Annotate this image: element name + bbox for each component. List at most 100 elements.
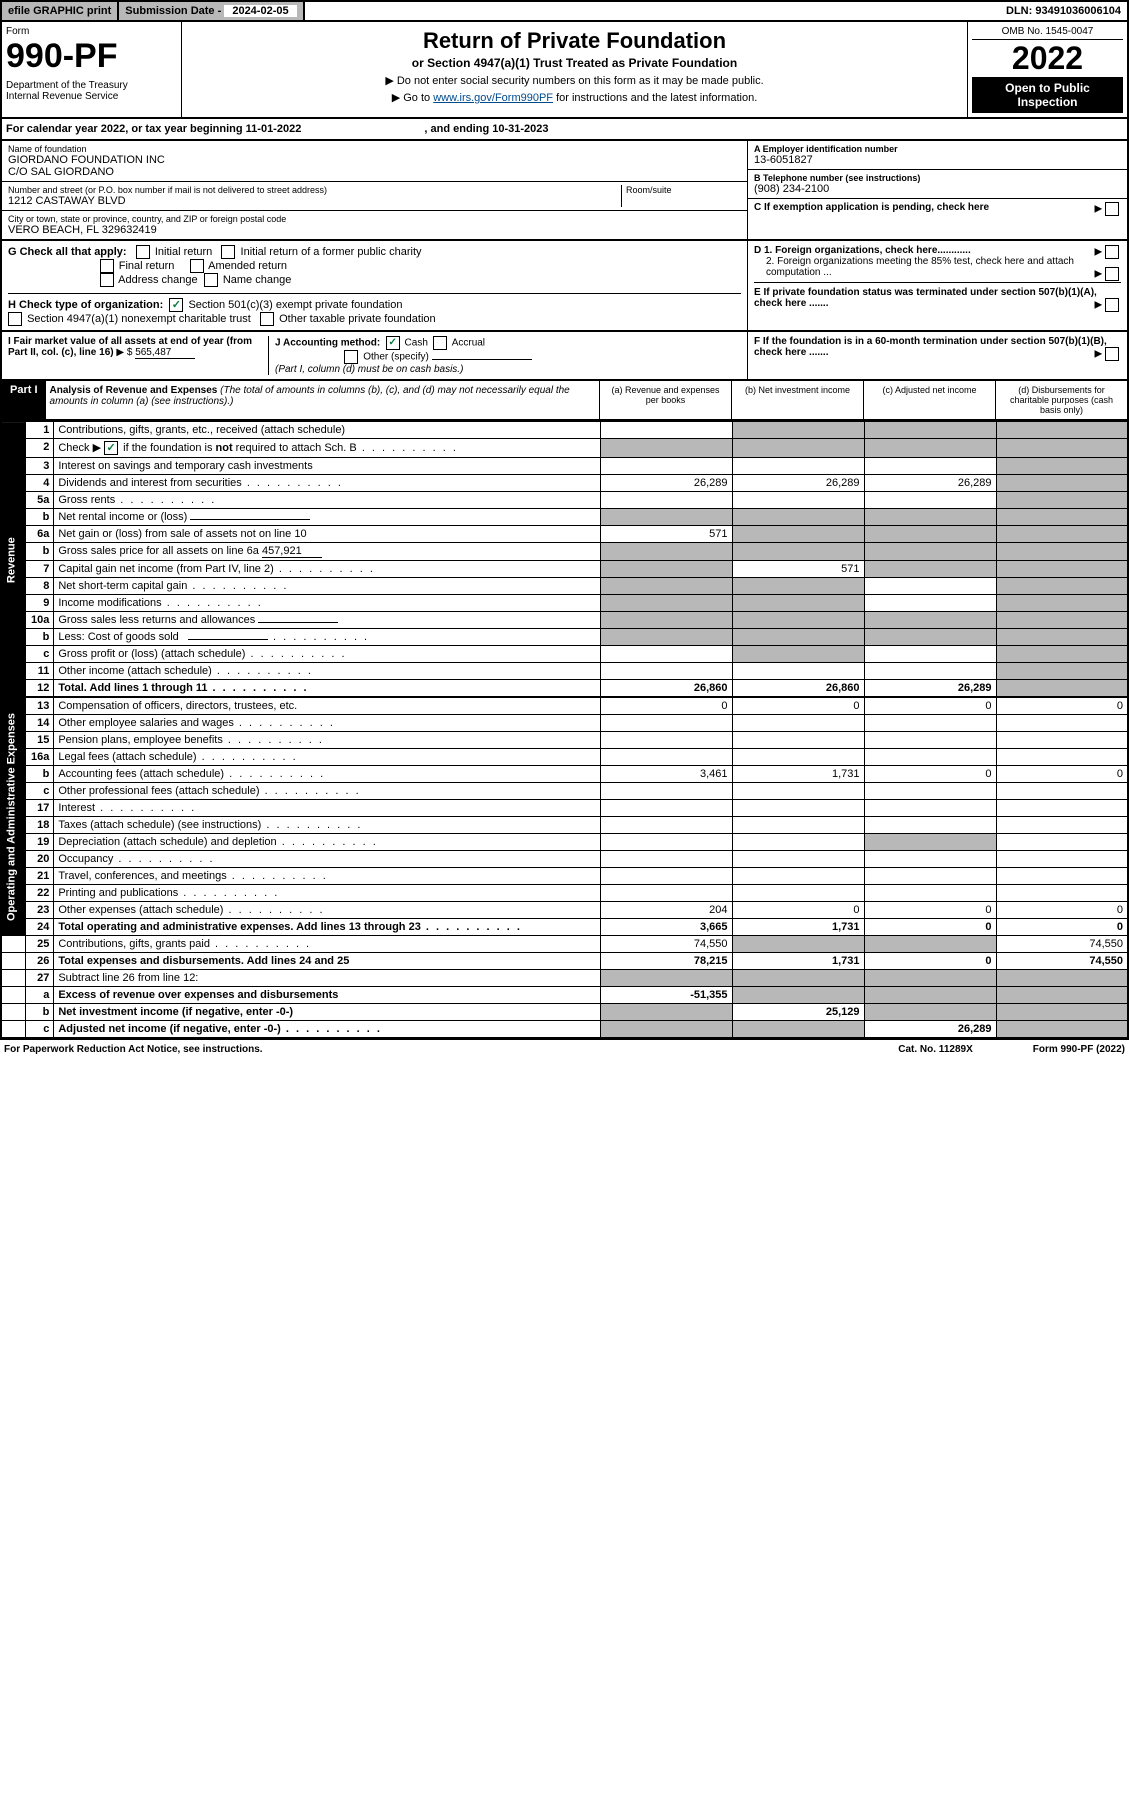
line-desc: Pension plans, employee benefits xyxy=(54,732,600,749)
amended-return-checkbox[interactable] xyxy=(190,259,204,273)
cell-val: 204 xyxy=(600,902,732,919)
addr-change-checkbox[interactable] xyxy=(100,273,114,287)
f-checkbox[interactable] xyxy=(1105,347,1119,361)
schb-checkbox[interactable] xyxy=(104,441,118,455)
open-to-public: Open to Public Inspection xyxy=(972,77,1123,113)
d2-checkbox[interactable] xyxy=(1105,267,1119,281)
table-row: 23Other expenses (attach schedule)204000 xyxy=(1,902,1128,919)
i-j-f-row: I Fair market value of all assets at end… xyxy=(0,332,1129,381)
part1-title: Analysis of Revenue and Expenses xyxy=(50,385,218,396)
line-num: b xyxy=(26,766,54,783)
tel-label: B Telephone number (see instructions) xyxy=(754,173,1121,183)
line-desc: Check ▶ if the foundation is not require… xyxy=(54,439,600,458)
cell-val: 0 xyxy=(600,698,732,715)
cell-val: 0 xyxy=(864,953,996,970)
i-value: 565,487 xyxy=(135,347,195,359)
main-table: Revenue 1Contributions, gifts, grants, e… xyxy=(0,421,1129,1039)
501c3-checkbox[interactable] xyxy=(169,298,183,312)
foundation-info: Name of foundation GIORDANO FOUNDATION I… xyxy=(0,141,1129,241)
line-desc: Less: Cost of goods sold xyxy=(54,629,600,646)
line-desc: Subtract line 26 from line 12: xyxy=(54,970,600,987)
line-desc: Total expenses and disbursements. Add li… xyxy=(54,953,600,970)
irs-link[interactable]: www.irs.gov/Form990PF xyxy=(433,92,553,104)
line-num: 22 xyxy=(26,885,54,902)
line-desc: Capital gain net income (from Part IV, l… xyxy=(54,561,600,578)
line-num: 15 xyxy=(26,732,54,749)
initial-former-checkbox[interactable] xyxy=(221,245,235,259)
sub-date-text: Submission Date xyxy=(125,5,214,17)
f-label: F If the foundation is in a 60-month ter… xyxy=(754,336,1107,358)
table-row: 9Income modifications xyxy=(1,595,1128,612)
line-num: 9 xyxy=(26,595,54,612)
i-block: I Fair market value of all assets at end… xyxy=(8,336,268,375)
line-num: 18 xyxy=(26,817,54,834)
name-cell: Name of foundation GIORDANO FOUNDATION I… xyxy=(2,141,747,182)
line-desc: Excess of revenue over expenses and disb… xyxy=(54,987,600,1004)
table-row: 8Net short-term capital gain xyxy=(1,578,1128,595)
foundation-name: GIORDANO FOUNDATION INC C/O SAL GIORDANO xyxy=(8,154,741,178)
table-row: 11Other income (attach schedule) xyxy=(1,663,1128,680)
10b-text: Less: Cost of goods sold xyxy=(58,631,178,643)
efile-print-button[interactable]: efile GRAPHIC print xyxy=(2,2,119,20)
cell-val: -51,355 xyxy=(600,987,732,1004)
other-method-checkbox[interactable] xyxy=(344,350,358,364)
line-num: 14 xyxy=(26,715,54,732)
table-row: 26Total expenses and disbursements. Add … xyxy=(1,953,1128,970)
line-desc: Gross rents xyxy=(54,492,600,509)
form-title: Return of Private Foundation xyxy=(188,28,961,54)
omb-number: OMB No. 1545-0047 xyxy=(972,26,1123,40)
instruction-1: ▶ Do not enter social security numbers o… xyxy=(188,74,961,87)
g-addr-change: Address change xyxy=(118,274,198,286)
line-desc: Occupancy xyxy=(54,851,600,868)
form-header: Form 990-PF Department of the Treasury I… xyxy=(0,22,1129,119)
cell-val: 25,129 xyxy=(732,1004,864,1021)
cell-val: 571 xyxy=(600,526,732,543)
cell-val: 0 xyxy=(996,919,1128,936)
line-desc: Income modifications xyxy=(54,595,600,612)
cell-val: 26,289 xyxy=(864,1021,996,1039)
d1-checkbox[interactable] xyxy=(1105,245,1119,259)
6b-value: 457,921 xyxy=(262,545,322,558)
h-501c3: Section 501(c)(3) exempt private foundat… xyxy=(188,299,402,311)
table-row: 25Contributions, gifts, grants paid74,55… xyxy=(1,936,1128,953)
initial-return-checkbox[interactable] xyxy=(136,245,150,259)
other-taxable-checkbox[interactable] xyxy=(260,312,274,326)
cy-mid: , and ending xyxy=(424,123,492,135)
line-desc: Accounting fees (attach schedule) xyxy=(54,766,600,783)
line-desc: Printing and publications xyxy=(54,885,600,902)
table-row: cAdjusted net income (if negative, enter… xyxy=(1,1021,1128,1039)
ein-cell: A Employer identification number 13-6051… xyxy=(748,141,1127,170)
line-num: 7 xyxy=(26,561,54,578)
c-checkbox[interactable] xyxy=(1105,202,1119,216)
accrual-checkbox[interactable] xyxy=(433,336,447,350)
line-desc: Dividends and interest from securities xyxy=(54,475,600,492)
instr2-suffix: for instructions and the latest informat… xyxy=(553,92,757,104)
name-change-checkbox[interactable] xyxy=(204,273,218,287)
line-desc: Contributions, gifts, grants paid xyxy=(54,936,600,953)
line-desc: Adjusted net income (if negative, enter … xyxy=(54,1021,600,1039)
table-row: 27Subtract line 26 from line 12: xyxy=(1,970,1128,987)
4947-checkbox[interactable] xyxy=(8,312,22,326)
cell-val: 74,550 xyxy=(996,953,1128,970)
cell-val: 26,289 xyxy=(600,475,732,492)
table-row: 15Pension plans, employee benefits xyxy=(1,732,1128,749)
line-desc: Legal fees (attach schedule) xyxy=(54,749,600,766)
line-num: 13 xyxy=(26,698,54,715)
i-label: I Fair market value of all assets at end… xyxy=(8,336,252,358)
cell-val: 26,860 xyxy=(732,680,864,697)
cash-checkbox[interactable] xyxy=(386,336,400,350)
table-row: 10aGross sales less returns and allowanc… xyxy=(1,612,1128,629)
cell-val: 0 xyxy=(864,698,996,715)
final-return-checkbox[interactable] xyxy=(100,259,114,273)
line-num: 12 xyxy=(26,680,54,697)
ein-label: A Employer identification number xyxy=(754,144,1121,154)
line-num: 11 xyxy=(26,663,54,680)
e-checkbox[interactable] xyxy=(1105,298,1119,312)
line-num: 20 xyxy=(26,851,54,868)
line-num: c xyxy=(26,1021,54,1039)
line-desc: Other employee salaries and wages xyxy=(54,715,600,732)
g-h-row: G Check all that apply: Initial return I… xyxy=(0,241,1129,332)
col-c-header: (c) Adjusted net income xyxy=(863,381,995,419)
g-initial: Initial return xyxy=(155,246,212,258)
h-label: H Check type of organization: xyxy=(8,299,163,311)
